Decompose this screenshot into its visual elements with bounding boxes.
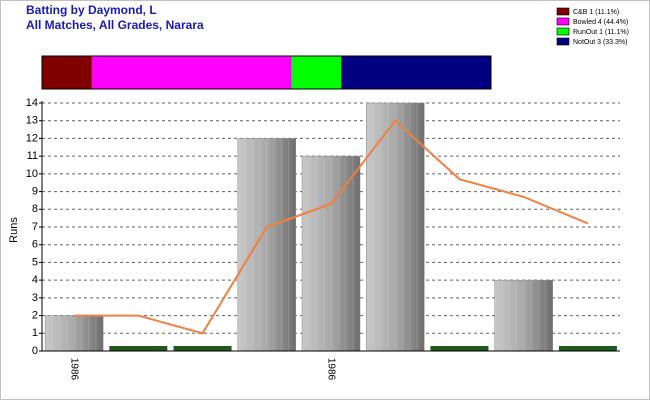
chart-subtitle: All Matches, All Grades, Narara bbox=[26, 18, 204, 32]
bar bbox=[558, 346, 617, 351]
y-tick-label: 10 bbox=[26, 168, 38, 180]
y-tick-label: 6 bbox=[32, 239, 38, 251]
stack-segment bbox=[91, 56, 292, 89]
chart-title: Batting by Daymond, L bbox=[26, 3, 157, 17]
y-tick-label: 8 bbox=[32, 203, 38, 215]
legend-swatch bbox=[556, 27, 570, 36]
bar bbox=[237, 138, 297, 352]
x-tick-label: 1986 bbox=[68, 358, 79, 381]
stack-segment bbox=[42, 56, 92, 89]
y-tick-label: 12 bbox=[26, 132, 38, 144]
stack-segment bbox=[291, 56, 342, 89]
bar bbox=[430, 346, 489, 351]
bar bbox=[494, 279, 553, 352]
legend-label: RunOut 1 (11.1%) bbox=[573, 29, 629, 36]
y-tick-label: 14 bbox=[26, 97, 38, 109]
y-tick-label: 5 bbox=[32, 256, 38, 268]
y-tick-label: 3 bbox=[32, 292, 38, 304]
stack-segment bbox=[341, 56, 491, 89]
bar bbox=[301, 155, 361, 352]
legend-label: C&B 1 (11.1%) bbox=[573, 9, 619, 16]
y-tick-label: 7 bbox=[32, 221, 38, 233]
legend-swatch bbox=[556, 7, 570, 16]
y-axis-label: Runs bbox=[8, 217, 20, 243]
y-tick-label: 13 bbox=[26, 115, 38, 127]
legend-swatch bbox=[556, 37, 570, 46]
stack-outline bbox=[41, 55, 492, 90]
y-tick-label: 2 bbox=[32, 309, 38, 321]
bar bbox=[173, 346, 232, 351]
legend-label: NotOut 3 (33.3%) bbox=[573, 39, 627, 46]
x-tick-label: 1986 bbox=[325, 358, 336, 381]
bar bbox=[109, 346, 168, 351]
legend-label: Bowled 4 (44.4%) bbox=[573, 19, 628, 26]
line-series bbox=[74, 119, 589, 335]
y-tick-label: 11 bbox=[27, 150, 38, 162]
y-tick-label: 4 bbox=[32, 274, 38, 286]
legend-swatch bbox=[556, 17, 570, 26]
y-tick-label: 0 bbox=[32, 345, 38, 357]
y-tick-label: 9 bbox=[32, 185, 38, 197]
y-tick-label: 1 bbox=[32, 327, 38, 339]
